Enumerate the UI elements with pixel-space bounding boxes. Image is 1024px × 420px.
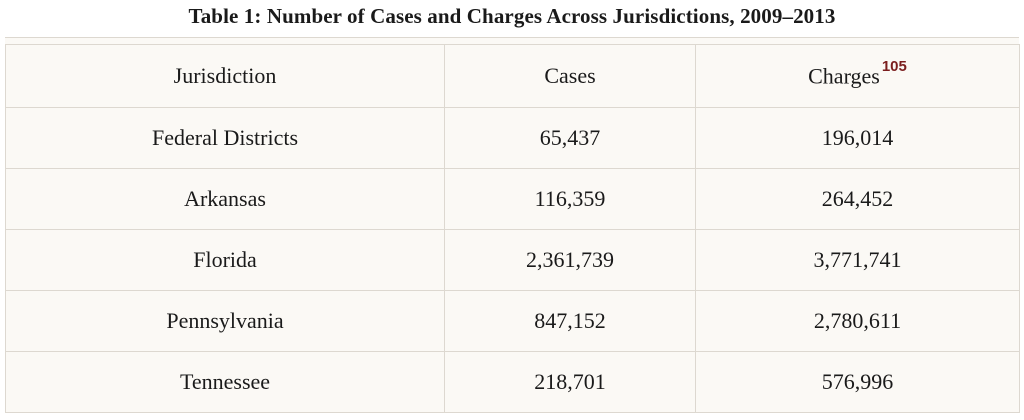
header-text: Charges [808, 63, 880, 89]
cell: 196,014 [695, 107, 1020, 169]
cell: 116,359 [444, 168, 696, 230]
cell: 218,701 [444, 351, 696, 413]
row-label: Pennsylvania [5, 290, 445, 352]
row-label: Arkansas [5, 168, 445, 230]
cell: 3,771,741 [695, 229, 1020, 291]
table-frame: Jurisdiction Cases Charges 105 Federal Distr… [5, 37, 1020, 413]
footnote-ref: 105 [881, 58, 907, 76]
table-title: Table 1: Number of Cases and Charges Acr… [188, 4, 836, 28]
table-row: Pennsylvania 847,152 2,780,611 [5, 290, 1020, 352]
row-label: Federal Districts [5, 107, 445, 169]
cell: 576,996 [695, 351, 1020, 413]
header-row: Jurisdiction Cases Charges 105 [5, 44, 1020, 108]
data-table: Jurisdiction Cases Charges 105 Federal Distr… [5, 44, 1020, 413]
cell: 847,152 [444, 290, 696, 352]
cell: 264,452 [695, 168, 1020, 230]
header-cell: Jurisdiction [5, 44, 445, 108]
table-row: Arkansas 116,359 264,452 [5, 168, 1020, 230]
header-text: Jurisdiction [173, 63, 277, 88]
cell: 65,437 [444, 107, 696, 169]
header-cell: Charges 105 [695, 44, 1020, 108]
table-row: Florida 2,361,739 3,771,741 [5, 229, 1020, 291]
table-row: Tennessee 218,701 576,996 [5, 351, 1020, 413]
header-text: Cases [544, 63, 596, 88]
row-label: Florida [5, 229, 445, 291]
header-cell: Cases [444, 44, 696, 108]
table-row: Federal Districts 65,437 196,014 [5, 107, 1020, 169]
cell: 2,361,739 [444, 229, 696, 291]
row-label: Tennessee [5, 351, 445, 413]
cell: 2,780,611 [695, 290, 1020, 352]
